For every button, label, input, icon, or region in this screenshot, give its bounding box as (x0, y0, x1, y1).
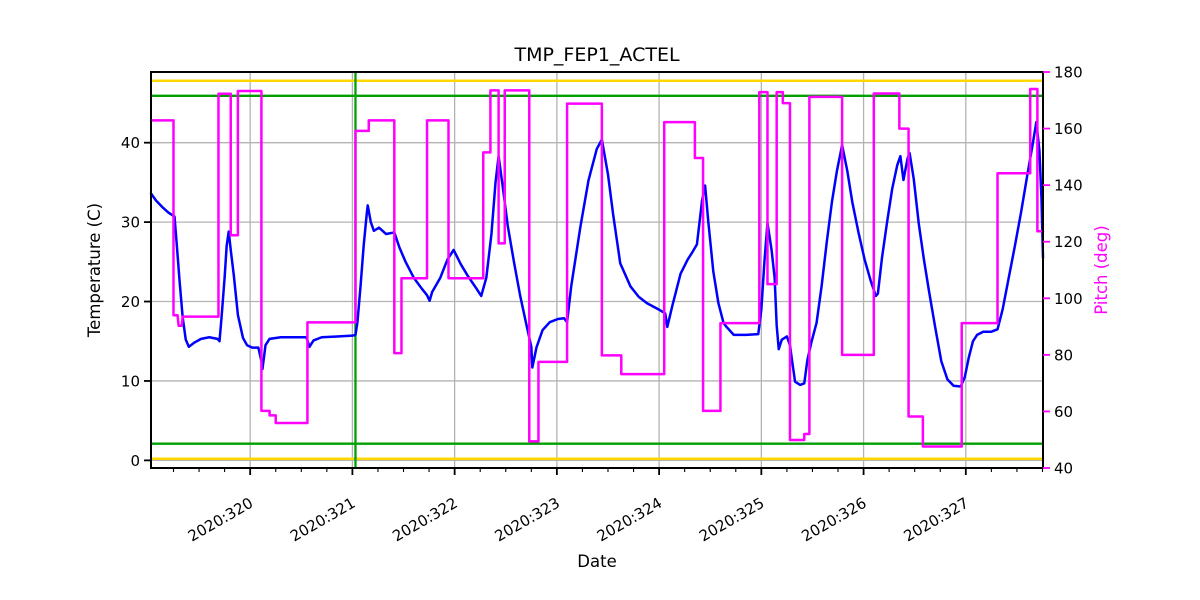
grid-lines (151, 72, 1043, 468)
x-tick-label: 2020:323 (492, 494, 563, 546)
series-lines (149, 87, 1045, 448)
x-tick-label: 2020:326 (798, 494, 869, 546)
y-axis-label-left: Temperature (C) (85, 203, 104, 338)
y-right-tick-label: 180 (1054, 64, 1083, 82)
y-right-tick-label: 120 (1054, 233, 1083, 251)
x-axis-label: Date (577, 552, 616, 571)
x-tick-label: 2020:324 (594, 494, 665, 546)
pitch-line (149, 87, 1045, 448)
y-right-tick-label: 80 (1054, 346, 1073, 364)
y-right-tick-label: 40 (1054, 460, 1073, 478)
y-right-tick-label: 160 (1054, 120, 1083, 138)
x-tick-label: 2020:325 (696, 494, 767, 546)
y-axis-label-right: Pitch (deg) (1092, 225, 1111, 314)
y-left-tick-label: 30 (121, 214, 140, 232)
chart-title: TMP_FEP1_ACTEL (513, 44, 679, 66)
plot-border (150, 71, 1044, 469)
x-tick-label: 2020:321 (287, 494, 358, 546)
y-left-tick-label: 40 (121, 134, 140, 152)
y-left-tick-label: 10 (121, 372, 140, 390)
x-tick-label: 2020:320 (185, 494, 256, 546)
y-left-tick-label: 0 (130, 452, 140, 470)
y-right-tick-label: 140 (1054, 177, 1083, 195)
x-tick-label: 2020:327 (901, 494, 972, 546)
y-right-tick-label: 60 (1054, 403, 1073, 421)
axis-ticks (144, 71, 1050, 475)
temperature-line (149, 120, 1045, 388)
y-right-tick-label: 100 (1054, 290, 1083, 308)
x-tick-label: 2020:322 (389, 494, 460, 546)
y-left-tick-label: 20 (121, 293, 140, 311)
